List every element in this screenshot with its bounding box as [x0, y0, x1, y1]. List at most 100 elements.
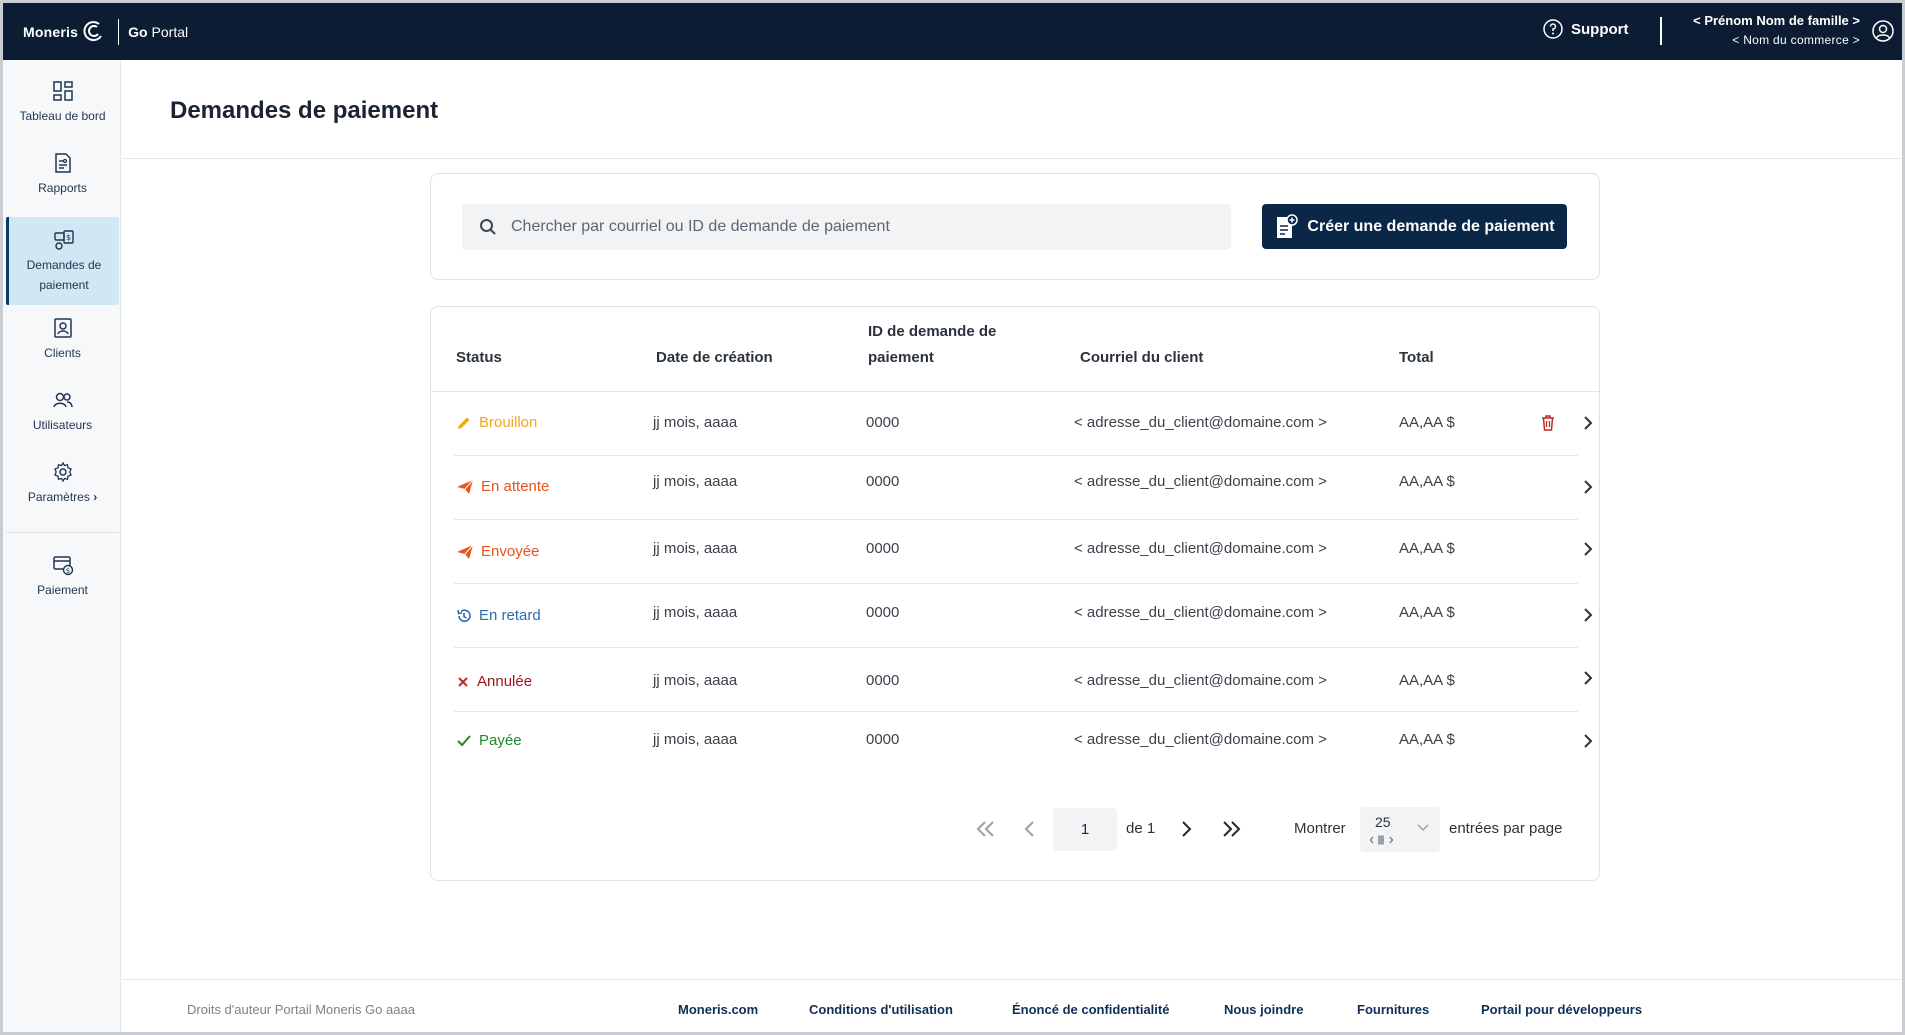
page-count: de 1 — [1126, 820, 1156, 837]
per-page-select[interactable]: 25 — [1360, 807, 1440, 852]
user-avatar-icon[interactable] — [1872, 20, 1894, 42]
date-cell: jj mois, aaaa — [653, 672, 738, 689]
search-input[interactable] — [511, 218, 1211, 236]
id-cell: 0000 — [866, 672, 900, 689]
shop-name: < Nom du commerce > — [1732, 33, 1860, 47]
stepper-icon[interactable] — [1369, 834, 1395, 846]
sidebar-item-users[interactable]: Utilisateurs — [6, 389, 119, 439]
support-link[interactable]: Support — [1543, 19, 1629, 39]
date-cell: jj mois, aaaa — [653, 731, 738, 748]
date-cell: jj mois, aaaa — [653, 540, 738, 557]
per-page-value: 25 — [1375, 814, 1391, 830]
column-header-date[interactable]: Date de création — [656, 349, 773, 366]
table-row[interactable]: Envoyée jj mois, aaaa 0000 < adresse_du_… — [454, 520, 1593, 584]
id-cell: 0000 — [866, 414, 900, 431]
chevron-right-icon[interactable] — [1582, 732, 1594, 750]
email-cell: < adresse_du_client@domaine.com > — [1074, 473, 1327, 490]
footer-link-moneris[interactable]: Moneris.com — [678, 1002, 759, 1017]
table-row[interactable]: En attente jj mois, aaaa 0000 < adresse_… — [454, 456, 1593, 520]
chevron-right-icon[interactable] — [1582, 606, 1594, 624]
id-cell: 0000 — [866, 731, 900, 748]
date-cell: jj mois, aaaa — [653, 414, 738, 431]
sidebar-item-payment-requests[interactable]: $ Demandes de paiement — [6, 217, 119, 305]
show-label: Montrer — [1294, 820, 1346, 837]
id-cell: 0000 — [866, 604, 900, 621]
status-label: Brouillon — [479, 414, 538, 431]
last-page-icon[interactable] — [1220, 819, 1242, 839]
page-number-input[interactable]: 1 — [1053, 808, 1117, 851]
sidebar-item-settings[interactable]: Paramètres › — [6, 461, 119, 511]
table-row[interactable]: Annulée jj mois, aaaa 0000 < adresse_du_… — [454, 648, 1593, 712]
top-bar: Moneris Go Portal Support < Prénom Nom d… — [3, 3, 1902, 60]
date-cell: jj mois, aaaa — [653, 473, 738, 490]
footer-link-privacy[interactable]: Énoncé de confidentialité — [1012, 1002, 1170, 1017]
sidebar-item-label: Paiement — [37, 583, 88, 597]
send-icon — [457, 479, 474, 494]
email-cell: < adresse_du_client@domaine.com > — [1074, 672, 1327, 689]
page-title: Demandes de paiement — [170, 97, 439, 124]
status-label: Payée — [479, 732, 522, 749]
first-page-icon[interactable] — [975, 819, 997, 839]
brand-logo[interactable]: Moneris Go Portal — [23, 17, 188, 47]
footer-link-contact[interactable]: Nous joindre — [1224, 1002, 1304, 1017]
sidebar-item-label: Rapports — [38, 181, 87, 195]
table-header-divider — [431, 391, 1599, 392]
topbar-divider — [1660, 17, 1662, 45]
status-cell: En retard — [456, 607, 541, 624]
table-row[interactable]: Payée jj mois, aaaa 0000 < adresse_du_cl… — [454, 712, 1593, 776]
create-payment-request-button[interactable]: Créer une demande de paiement — [1262, 204, 1567, 249]
search-card: Créer une demande de paiement — [430, 173, 1600, 280]
chevron-right-icon[interactable] — [1582, 478, 1594, 496]
sidebar-item-label: Demandes de paiement — [26, 258, 102, 292]
sidebar-item-label: Tableau de bord — [19, 109, 106, 123]
status-label: Envoyée — [481, 543, 540, 560]
dashboard-icon — [52, 81, 73, 101]
cross-icon — [458, 676, 468, 687]
sidebar-item-clients[interactable]: Clients — [6, 317, 119, 367]
id-cell: 0000 — [866, 540, 900, 557]
footer-link-developers[interactable]: Portail pour développeurs — [1481, 1002, 1643, 1017]
chevron-right-icon[interactable] — [1582, 669, 1594, 687]
footer-link-terms[interactable]: Conditions d'utilisation — [809, 1002, 953, 1017]
column-header-id-line2: paiement — [868, 349, 934, 366]
brand-go: Go — [128, 24, 148, 40]
table-row[interactable]: Brouillon jj mois, aaaa 0000 < adresse_d… — [454, 392, 1593, 456]
total-cell: AA,AA $ — [1399, 604, 1455, 621]
clients-icon — [53, 318, 72, 338]
sidebar-item-label: Utilisateurs — [32, 418, 93, 432]
help-circle-icon — [1543, 19, 1563, 39]
sidebar: Tableau de bord Rapports $ Demandes de p… — [3, 60, 121, 1032]
table-row[interactable]: En retard jj mois, aaaa 0000 < adresse_d… — [454, 584, 1593, 648]
send-icon — [457, 544, 474, 559]
sidebar-item-payment[interactable]: $ Paiement — [6, 554, 119, 604]
chevron-right-icon: › — [93, 490, 98, 504]
column-header-email[interactable]: Courriel du client — [1080, 349, 1204, 366]
user-name: < Prénom Nom de famille > — [1693, 13, 1860, 28]
chevron-right-icon[interactable] — [1582, 414, 1594, 432]
next-page-icon[interactable] — [1179, 819, 1193, 839]
chevron-right-icon[interactable] — [1582, 540, 1594, 558]
total-cell: AA,AA $ — [1399, 672, 1455, 689]
footer-link-supplies[interactable]: Fournitures — [1357, 1002, 1430, 1017]
status-cell: Envoyée — [456, 543, 539, 560]
column-header-id[interactable]: ID de demande de paiement — [868, 319, 996, 371]
total-cell: AA,AA $ — [1399, 473, 1455, 490]
email-cell: < adresse_du_client@domaine.com > — [1074, 414, 1327, 431]
status-label: En attente — [481, 478, 550, 495]
sidebar-item-reports[interactable]: Rapports — [6, 152, 119, 202]
column-header-status[interactable]: Status — [456, 349, 502, 366]
trash-icon[interactable] — [1540, 414, 1556, 432]
payment-requests-table: Status Date de création ID de demande de… — [430, 306, 1600, 881]
payment-requests-icon: $ — [54, 230, 74, 250]
user-menu[interactable]: < Prénom Nom de famille > < Nom du comme… — [1693, 12, 1860, 50]
previous-page-icon[interactable] — [1023, 819, 1037, 839]
sidebar-item-dashboard[interactable]: Tableau de bord — [6, 80, 119, 130]
footer: Droits d'auteur Portail Moneris Go aaaa … — [122, 979, 1902, 1032]
svg-text:$: $ — [66, 233, 71, 242]
search-box — [462, 204, 1231, 250]
status-cell: En attente — [456, 478, 549, 495]
payment-icon: $ — [52, 556, 73, 576]
column-header-total[interactable]: Total — [1399, 349, 1434, 366]
date-cell: jj mois, aaaa — [653, 604, 738, 621]
